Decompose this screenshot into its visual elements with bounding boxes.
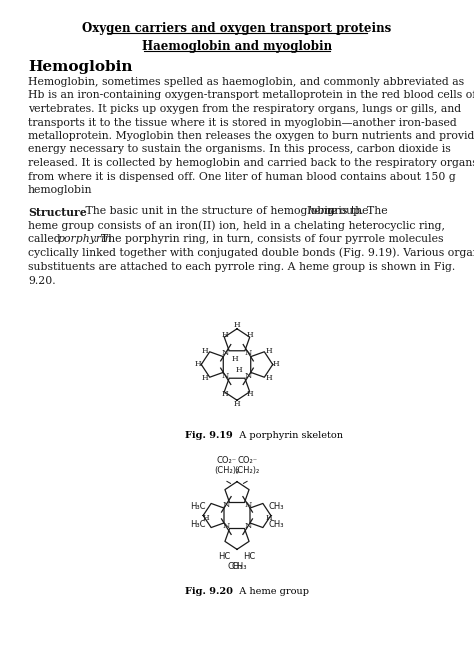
Text: CH₃: CH₃ xyxy=(269,502,284,511)
Text: released. It is collected by hemoglobin and carried back to the respiratory orga: released. It is collected by hemoglobin … xyxy=(28,158,474,168)
Text: CH₃: CH₃ xyxy=(269,521,284,529)
Text: Fig. 9.19: Fig. 9.19 xyxy=(185,431,233,440)
Text: substituents are attached to each pyrrole ring. A heme group is shown in Fig.: substituents are attached to each pyrrol… xyxy=(28,263,455,273)
Text: N: N xyxy=(222,349,229,357)
Text: N: N xyxy=(245,372,252,380)
Text: N: N xyxy=(222,500,230,509)
Text: Hemoglobin: Hemoglobin xyxy=(28,60,133,74)
Text: H: H xyxy=(246,332,253,340)
Text: H: H xyxy=(246,389,253,397)
Text: H: H xyxy=(236,366,243,374)
Text: HC: HC xyxy=(218,551,230,561)
Text: N: N xyxy=(222,523,230,530)
Text: porphyrin: porphyrin xyxy=(57,234,112,243)
Text: H: H xyxy=(266,347,273,355)
Text: Hemoglobin, sometimes spelled as haemoglobin, and commonly abbreviated as: Hemoglobin, sometimes spelled as haemogl… xyxy=(28,77,464,87)
Text: H: H xyxy=(234,321,240,329)
Text: Hb is an iron-containing oxygen-transport metalloprotein in the red blood cells : Hb is an iron-containing oxygen-transpor… xyxy=(28,90,474,100)
Text: CH₃: CH₃ xyxy=(231,561,246,571)
Text: H: H xyxy=(201,347,208,355)
Text: H: H xyxy=(265,514,272,522)
Text: H: H xyxy=(221,332,228,340)
Text: H: H xyxy=(195,360,201,369)
Text: H₃C: H₃C xyxy=(190,521,205,529)
Text: H: H xyxy=(234,400,240,408)
Text: H: H xyxy=(273,360,279,369)
Text: hemoglobin: hemoglobin xyxy=(28,185,92,195)
Text: N: N xyxy=(222,372,229,380)
Text: Haemoglobin and myoglobin: Haemoglobin and myoglobin xyxy=(142,40,332,53)
Text: CO₂⁻: CO₂⁻ xyxy=(217,456,237,466)
Text: cyclically linked together with conjugated double bonds (Fig. 9.19). Various org: cyclically linked together with conjugat… xyxy=(28,247,474,257)
Text: Oxygen carriers and oxygen transport proteins: Oxygen carriers and oxygen transport pro… xyxy=(82,22,392,35)
Text: (CH₂)₂: (CH₂)₂ xyxy=(235,466,260,476)
Text: metalloprotein. Myoglobin then releases the oxygen to burn nutrients and provide: metalloprotein. Myoglobin then releases … xyxy=(28,131,474,141)
Text: The basic unit in the structure of hemoglobin is the: The basic unit in the structure of hemog… xyxy=(75,206,372,216)
Text: H: H xyxy=(202,514,209,522)
Text: N: N xyxy=(244,523,252,530)
Text: N: N xyxy=(244,500,252,509)
Text: HC: HC xyxy=(244,551,256,561)
Text: A heme group: A heme group xyxy=(233,586,309,596)
Text: . The porphyrin ring, in turn, consists of four pyrrole molecules: . The porphyrin ring, in turn, consists … xyxy=(94,234,444,243)
Text: CH₃: CH₃ xyxy=(228,561,243,571)
Text: A porphyrin skeleton: A porphyrin skeleton xyxy=(233,431,343,440)
Text: heme: heme xyxy=(308,206,337,216)
Text: heme group consists of an iron(II) ion, held in a chelating heterocyclic ring,: heme group consists of an iron(II) ion, … xyxy=(28,220,445,230)
Text: H: H xyxy=(266,374,273,382)
Text: called: called xyxy=(28,234,64,243)
Text: transports it to the tissue where it is stored in myoglobin—another iron-based: transports it to the tissue where it is … xyxy=(28,117,457,127)
Text: H: H xyxy=(231,355,238,363)
Text: H₃C: H₃C xyxy=(190,502,205,511)
Text: from where it is dispensed off. One liter of human blood contains about 150 g: from where it is dispensed off. One lite… xyxy=(28,172,456,182)
Text: Fig. 9.20: Fig. 9.20 xyxy=(185,586,233,596)
Text: CO₂⁻: CO₂⁻ xyxy=(237,456,257,466)
Text: (CH₂)₂: (CH₂)₂ xyxy=(214,466,239,476)
Text: Structure: Structure xyxy=(28,206,87,218)
Text: H: H xyxy=(201,374,208,382)
Text: H: H xyxy=(221,389,228,397)
Text: vertebrates. It picks up oxygen from the respiratory organs, lungs or gills, and: vertebrates. It picks up oxygen from the… xyxy=(28,104,461,114)
Text: N: N xyxy=(245,349,252,357)
Text: group. The: group. The xyxy=(324,206,388,216)
Text: 9.20.: 9.20. xyxy=(28,276,55,286)
Text: energy necessary to sustain the organisms. In this process, carbon dioxide is: energy necessary to sustain the organism… xyxy=(28,145,451,155)
